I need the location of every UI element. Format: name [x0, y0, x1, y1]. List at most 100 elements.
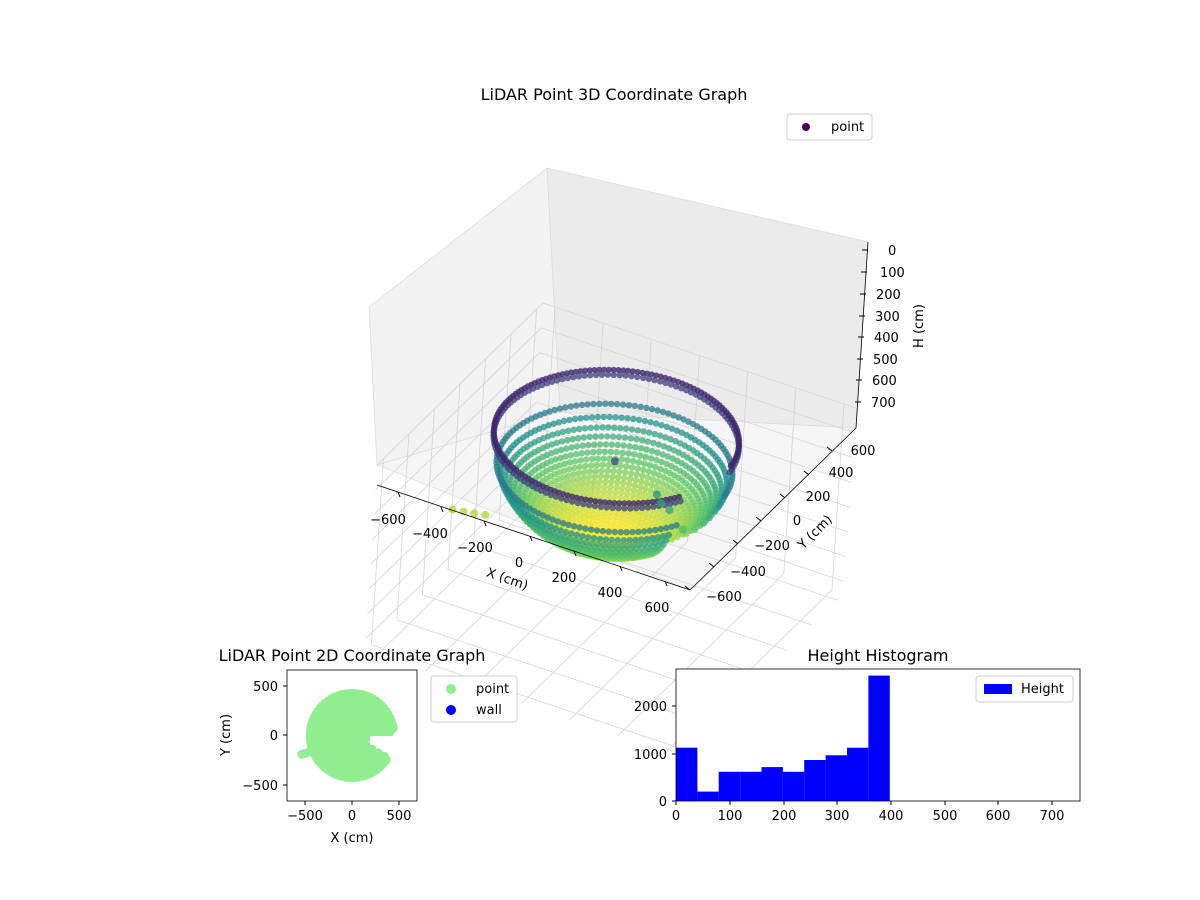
x-tick-label-hist: 200 [772, 809, 797, 824]
bowl-point [626, 475, 634, 482]
bowl-point [616, 371, 623, 379]
histogram-bars [676, 675, 890, 801]
bowl-point [648, 481, 655, 489]
bowl-point [643, 479, 650, 487]
bowl-point [611, 528, 618, 536]
bowl-point [576, 524, 583, 531]
bowl-point [574, 499, 581, 507]
bowl-point [602, 441, 610, 448]
bowl-rim-point [572, 368, 579, 375]
bowl-point [565, 472, 572, 479]
bowl-rim-point [657, 373, 664, 380]
bowl-point [657, 465, 664, 472]
bowl-point [592, 371, 600, 378]
bowl-point [667, 436, 674, 443]
bowl-point [642, 485, 649, 492]
bowl-point [622, 425, 630, 432]
bowl-point [611, 424, 618, 431]
bowl-point [668, 536, 675, 543]
bowl-point [609, 473, 616, 480]
bowl-point [628, 372, 635, 380]
bowl-point [553, 448, 560, 455]
bowl-point [711, 508, 719, 515]
bowl-point [553, 439, 561, 446]
bowl-point [605, 528, 612, 535]
bowl-point [659, 408, 667, 416]
bowl-point [646, 527, 653, 534]
bowl-point [601, 483, 608, 491]
bowl-point [653, 456, 660, 464]
bowl-point [607, 448, 614, 456]
bowl-point [562, 453, 569, 460]
y-tick-label-hist: 1000 [634, 748, 667, 763]
bowl-rim-point [648, 371, 655, 378]
bowl-point [624, 415, 631, 422]
outlier-point [481, 511, 490, 519]
legend-2d[interactable]: point wall [430, 675, 518, 723]
gridline [447, 383, 461, 571]
gridline [617, 573, 785, 737]
bowl-rim-point [586, 367, 593, 374]
gridline [538, 377, 852, 483]
x-tick-label-hist: 400 [879, 809, 904, 824]
bowl-point [569, 435, 576, 443]
bowl-point [585, 479, 592, 487]
bowl-point [620, 479, 627, 487]
legend-3d[interactable]: point [786, 113, 873, 141]
bowl-point [657, 378, 664, 385]
bowl-point [608, 441, 616, 448]
bowl-point [633, 436, 640, 443]
gridline [569, 557, 736, 720]
bowl-surface [490, 366, 743, 563]
bowl-point [575, 435, 582, 442]
bowl-point [558, 438, 566, 445]
bowl-point [596, 478, 603, 486]
chart-histogram: Height Histogram 0 100 200 300 400 500 6… [634, 646, 1081, 824]
bowl-point [620, 442, 627, 449]
bowl-point [583, 490, 590, 497]
bowl-point [594, 413, 602, 421]
bowl-point [621, 505, 628, 512]
bowl-point [550, 420, 557, 427]
histogram-bar [868, 675, 890, 801]
bowl-point [660, 533, 667, 540]
bowl-point [621, 474, 628, 482]
bowl-point [646, 540, 654, 547]
bowl-point [615, 474, 622, 481]
x-tick-label: 400 [598, 586, 623, 601]
bowl-point [623, 542, 631, 549]
bowl-point [616, 468, 623, 475]
bowl-point [594, 455, 602, 462]
bowl-point [563, 496, 570, 504]
bowl-point [570, 426, 577, 433]
bowl-point [599, 527, 607, 535]
bowl-point [632, 476, 639, 484]
bowl-point [649, 535, 656, 542]
bowl-point [615, 433, 623, 441]
bowl-point [664, 453, 671, 460]
bowl-point [597, 503, 605, 510]
bowl-point [618, 414, 625, 421]
bowl-point [659, 451, 666, 458]
bowl-point [544, 514, 551, 521]
bowl-point [630, 415, 637, 423]
gridline [376, 302, 544, 466]
bowl-rim-point [578, 495, 585, 502]
bowl-rim-point [653, 372, 660, 379]
bowl-point [610, 371, 617, 378]
bowl-point [700, 520, 707, 527]
bowl-point [666, 500, 674, 507]
gridline [370, 458, 384, 645]
legend-histogram[interactable]: Height [975, 675, 1074, 703]
bowl-point [675, 414, 682, 421]
y-tick-label: −400 [730, 565, 766, 580]
bowl-point [570, 373, 577, 381]
bowl-point [600, 413, 607, 421]
bowl-point [618, 456, 625, 463]
bowl-point [668, 523, 675, 530]
bowl-point [617, 462, 624, 469]
bowl-point [577, 457, 584, 464]
bowl-point [612, 542, 619, 549]
legend-wall-marker [446, 705, 456, 715]
bowl-point [640, 528, 648, 535]
